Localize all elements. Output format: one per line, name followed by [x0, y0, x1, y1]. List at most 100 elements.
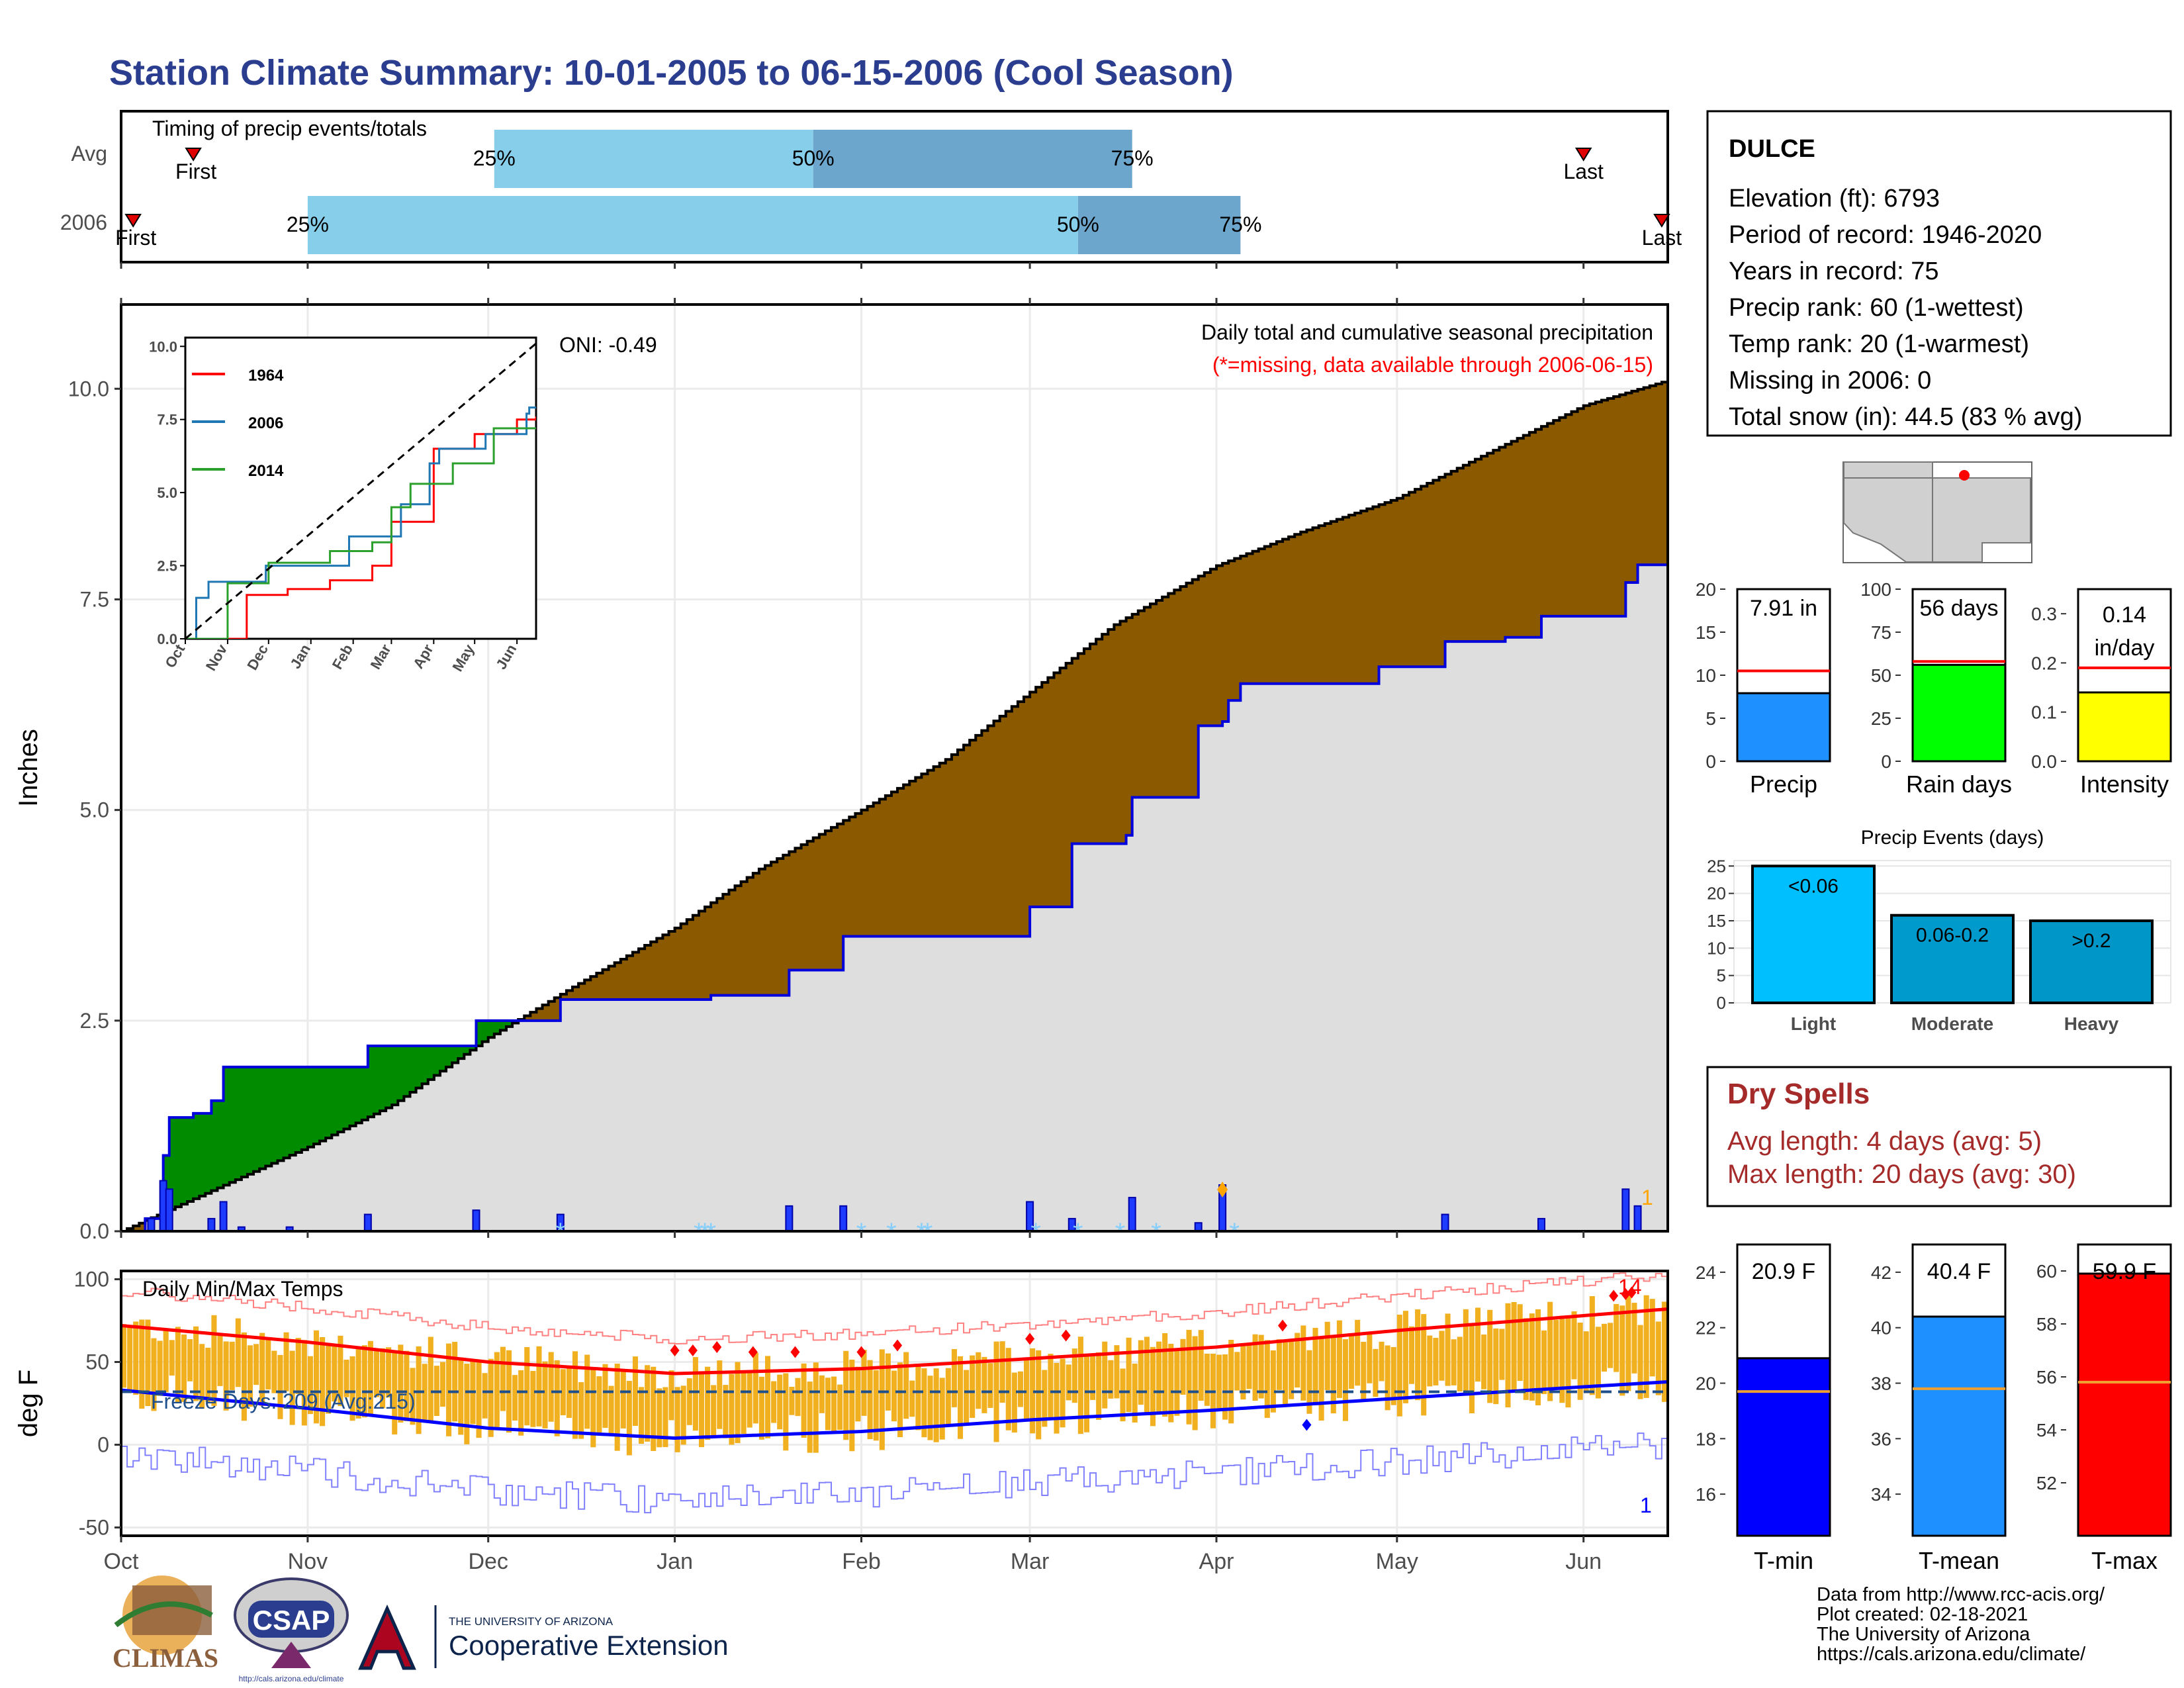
- temp-range-bar: [999, 1341, 1005, 1403]
- snow-marker: *: [886, 1218, 897, 1247]
- timing-p25: 25%: [473, 146, 516, 170]
- temp-range-bar: [590, 1368, 596, 1448]
- temp-range-bar: [1396, 1315, 1402, 1417]
- temp-range-bar: [1077, 1336, 1083, 1434]
- temp-range-bar: [668, 1370, 674, 1421]
- tmin-summary-label: T-min: [1754, 1547, 1813, 1574]
- inset-line-2014: [185, 427, 536, 639]
- temp-range-bar: [1150, 1346, 1156, 1427]
- temp-range-bar: [512, 1375, 518, 1421]
- temp-range-bar: [692, 1357, 698, 1431]
- daily-precip-bar: [1128, 1197, 1136, 1231]
- temp-range-bar: [1017, 1371, 1023, 1407]
- temp-range-bar: [349, 1356, 355, 1421]
- temp-range-bar: [987, 1363, 993, 1408]
- temp-range-bar: [1005, 1348, 1011, 1430]
- temp-range-bar: [361, 1345, 367, 1418]
- temp-range-bar: [187, 1338, 193, 1382]
- events-range-label: 0.06-0.2: [1916, 925, 1989, 947]
- temp-range-bar: [1565, 1315, 1571, 1408]
- summary-tick: 0.1: [2031, 702, 2057, 723]
- freeze-days-text: Freeze Days: 209 (Avg:215): [151, 1389, 416, 1413]
- intensity-summary-unit: in/day: [2095, 635, 2155, 661]
- events-moderate-label: Moderate: [1911, 1013, 1993, 1034]
- temp-range-bar: [939, 1378, 945, 1440]
- temp-range-bar: [764, 1356, 771, 1438]
- tmean-summary: 34 36 38 40 42 40.4 F T-mean: [1871, 1243, 2007, 1574]
- intensity-summary: 0.0 0.1 0.2 0.3 0.14 in/day Intensity: [2031, 588, 2172, 798]
- temp-summary-tick: 34: [1871, 1484, 1891, 1505]
- legend-2014: 2014: [248, 462, 284, 480]
- temp-range-bar: [1421, 1314, 1427, 1416]
- intensity-summary-label: Intensity: [2080, 771, 2169, 798]
- temp-range-bar: [1439, 1331, 1445, 1381]
- footer-line-4: https://cals.arizona.edu/climate/: [1817, 1644, 2086, 1665]
- month-tick-label: Feb: [842, 1549, 881, 1574]
- temp-range-bar: [964, 1370, 970, 1425]
- temp-range-bar: [717, 1360, 723, 1429]
- summary-tick: 0.2: [2031, 653, 2057, 673]
- temp-range-bar: [1427, 1335, 1433, 1387]
- temp-range-bar: [1619, 1305, 1625, 1396]
- temp-range-bar: [1589, 1296, 1595, 1395]
- temp-range-bar: [1324, 1321, 1330, 1391]
- temp-range-bar: [163, 1330, 169, 1393]
- inset-lines: [185, 342, 536, 639]
- footer-credits: Data from http://www.rcc-acis.org/ Plot …: [1817, 1584, 2105, 1665]
- temp-range-bar: [1415, 1309, 1421, 1401]
- temp-summary-tick: 16: [1696, 1484, 1716, 1505]
- temp-range-bar: [970, 1355, 976, 1418]
- temp-range-bar: [1030, 1348, 1036, 1434]
- legend-2006: 2006: [248, 414, 283, 432]
- temp-range-bar: [867, 1360, 873, 1440]
- temp-range-bar: [945, 1368, 951, 1426]
- temp-range-bar: [1240, 1344, 1246, 1400]
- oni-value: ONI: -0.49: [559, 333, 657, 357]
- precip-header-line1: Daily total and cumulative seasonal prec…: [1201, 320, 1653, 344]
- temp-range-bar: [639, 1387, 645, 1444]
- temp-range-bar: [554, 1360, 560, 1436]
- temp-range-bar: [482, 1373, 488, 1419]
- temp-range-bar: [133, 1321, 139, 1395]
- temp-range-bar: [1270, 1350, 1276, 1413]
- events-tick: 0: [1717, 993, 1726, 1013]
- climas-logo-text: CLIMAS: [113, 1643, 218, 1673]
- temp-range-bar: [410, 1368, 416, 1425]
- temp-range-bar: [145, 1319, 151, 1407]
- temp-range-bar: [1162, 1333, 1168, 1417]
- temp-range-bar: [283, 1332, 289, 1391]
- daily-precip-bar: [1621, 1188, 1630, 1231]
- daily-precip-bar: [1633, 1205, 1642, 1231]
- temp-range-bar: [1204, 1353, 1210, 1406]
- tmin-summary-value: 20.9 F: [1752, 1259, 1815, 1284]
- temp-range-bar: [651, 1366, 657, 1451]
- temp-range-bar: [1258, 1335, 1264, 1399]
- temp-range-bar: [530, 1371, 536, 1427]
- precip-summary-bar: [1736, 692, 1831, 763]
- inset-y-tick: 7.5: [157, 412, 177, 428]
- temp-range-bar: [1349, 1334, 1355, 1389]
- temp-range-bar: [705, 1366, 711, 1440]
- precip-y-axis: 0.0 2.5 5.0 7.5 10.0: [68, 377, 121, 1243]
- temp-range-bar: [1379, 1341, 1385, 1382]
- footer-line-2: Plot created: 02-18-2021: [1817, 1604, 2028, 1625]
- events-tick: 15: [1707, 911, 1726, 931]
- temp-range-bar: [439, 1362, 446, 1407]
- temp-range-bar: [1060, 1358, 1066, 1428]
- temp-y-label: deg F: [14, 1370, 43, 1437]
- temp-range-bar: [1120, 1368, 1126, 1422]
- tmin-summary: 16 18 20 22 24 20.9 F T-min: [1696, 1243, 1831, 1574]
- daily-precip-bars: *************: [147, 1180, 1642, 1247]
- temp-range-bar: [855, 1366, 861, 1422]
- temp-range-bar: [686, 1378, 692, 1425]
- daily-precip-bar: [207, 1217, 216, 1231]
- temp-panel: -50 0 50 100 deg F Daily Min/Max Temps Free…: [14, 1268, 1669, 1540]
- dry-spells-box: Dry Spells Avg length: 4 days (avg: 5) M…: [1706, 1066, 2172, 1207]
- temp-range-bar: [1571, 1311, 1577, 1380]
- temp-summary-tick: 42: [1871, 1262, 1891, 1283]
- temp-range-bar: [1174, 1348, 1180, 1416]
- record-high-mark: [688, 1344, 698, 1356]
- temp-range-bar: [313, 1330, 320, 1424]
- temp-range-bar: [1300, 1325, 1306, 1401]
